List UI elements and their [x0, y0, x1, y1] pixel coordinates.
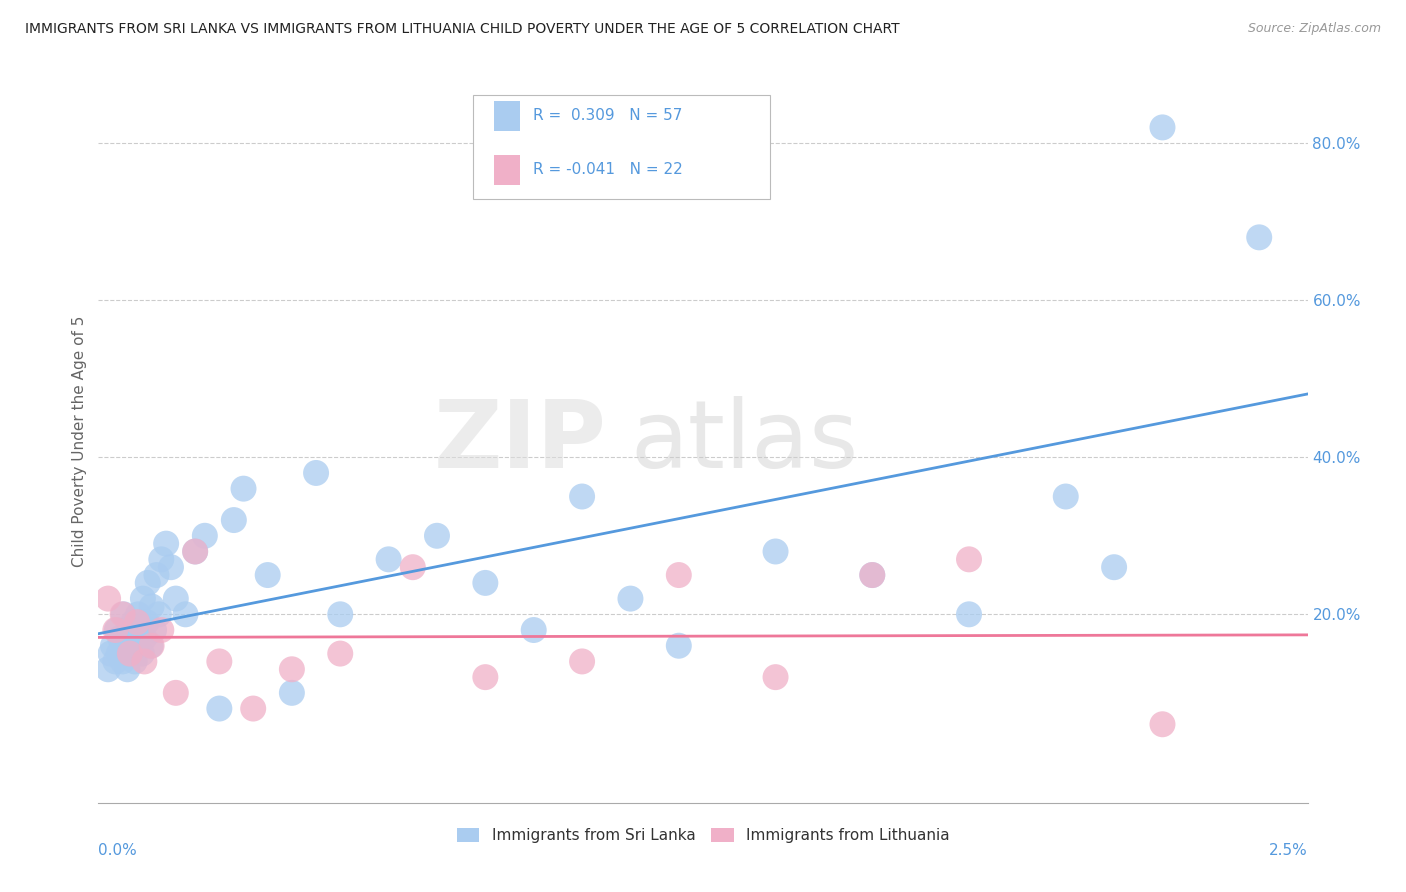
Point: [571, 490, 593, 504]
Point: [117, 623, 139, 637]
Text: ZIP: ZIP: [433, 395, 606, 488]
Point: [222, 513, 245, 527]
Point: [474, 575, 496, 590]
Point: [139, 639, 162, 653]
FancyBboxPatch shape: [494, 101, 520, 131]
Point: [523, 623, 546, 637]
Point: [281, 686, 304, 700]
Text: 2.5%: 2.5%: [1268, 843, 1308, 857]
Point: [208, 655, 231, 669]
Point: [118, 647, 141, 661]
Point: [135, 615, 157, 630]
Point: [127, 639, 149, 653]
Point: [117, 662, 139, 676]
Point: [474, 670, 496, 684]
Point: [184, 544, 207, 558]
Point: [1152, 717, 1174, 731]
Text: R = -0.041   N = 22: R = -0.041 N = 22: [533, 162, 682, 178]
Legend: Immigrants from Sri Lanka, Immigrants from Lithuania: Immigrants from Sri Lanka, Immigrants fr…: [450, 822, 956, 849]
Point: [329, 607, 352, 622]
Point: [281, 662, 304, 676]
Point: [143, 623, 166, 637]
Point: [765, 670, 787, 684]
Point: [957, 607, 980, 622]
Point: [155, 536, 177, 550]
Point: [150, 623, 173, 637]
FancyBboxPatch shape: [494, 154, 520, 185]
Point: [329, 647, 352, 661]
Point: [160, 560, 183, 574]
Point: [136, 575, 159, 590]
Point: [134, 655, 156, 669]
Point: [111, 607, 134, 622]
Point: [108, 631, 131, 645]
Point: [619, 591, 641, 606]
Point: [1102, 560, 1125, 574]
Point: [765, 544, 787, 558]
Point: [242, 701, 264, 715]
Point: [104, 655, 127, 669]
Point: [121, 631, 143, 645]
Point: [860, 568, 883, 582]
Point: [107, 647, 129, 661]
Text: IMMIGRANTS FROM SRI LANKA VS IMMIGRANTS FROM LITHUANIA CHILD POVERTY UNDER THE A: IMMIGRANTS FROM SRI LANKA VS IMMIGRANTS …: [25, 22, 900, 37]
Point: [131, 647, 153, 661]
Point: [145, 568, 167, 582]
Point: [426, 529, 449, 543]
Point: [150, 552, 173, 566]
Point: [118, 647, 141, 661]
Point: [97, 662, 120, 676]
Point: [122, 615, 145, 630]
Point: [256, 568, 278, 582]
Point: [571, 655, 593, 669]
Point: [127, 615, 149, 630]
Point: [97, 591, 120, 606]
Point: [127, 607, 149, 622]
Point: [128, 623, 150, 637]
Point: [305, 466, 328, 480]
Text: 0.0%: 0.0%: [98, 843, 138, 857]
Point: [101, 639, 124, 653]
FancyBboxPatch shape: [474, 95, 769, 200]
Point: [124, 655, 146, 669]
Point: [668, 568, 690, 582]
Text: R =  0.309   N = 57: R = 0.309 N = 57: [533, 108, 682, 123]
Point: [111, 655, 134, 669]
Point: [165, 686, 187, 700]
Point: [148, 607, 170, 622]
Point: [1054, 490, 1077, 504]
Point: [184, 544, 207, 558]
Point: [402, 560, 425, 574]
Point: [141, 599, 163, 614]
Point: [165, 591, 187, 606]
Point: [141, 639, 163, 653]
Point: [104, 623, 127, 637]
Point: [134, 631, 156, 645]
Point: [377, 552, 399, 566]
Text: Source: ZipAtlas.com: Source: ZipAtlas.com: [1247, 22, 1381, 36]
Point: [957, 552, 980, 566]
Point: [105, 623, 128, 637]
Point: [132, 591, 155, 606]
Point: [114, 639, 136, 653]
Point: [232, 482, 254, 496]
Point: [174, 607, 197, 622]
Point: [668, 639, 690, 653]
Point: [1249, 230, 1271, 244]
Point: [194, 529, 217, 543]
Text: atlas: atlas: [630, 395, 859, 488]
Point: [100, 647, 122, 661]
Point: [860, 568, 883, 582]
Point: [1152, 120, 1174, 135]
Point: [208, 701, 231, 715]
Y-axis label: Child Poverty Under the Age of 5: Child Poverty Under the Age of 5: [72, 316, 87, 567]
Point: [112, 607, 135, 622]
